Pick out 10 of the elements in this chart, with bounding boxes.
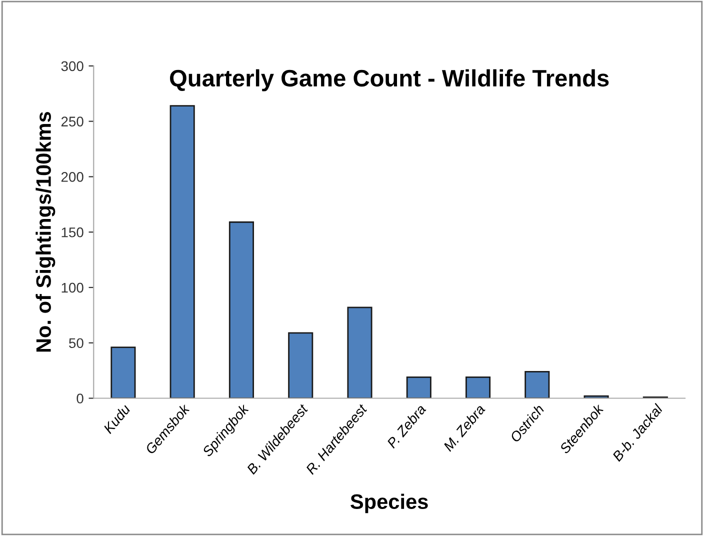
y-tick-label: 300 xyxy=(61,61,84,72)
y-tick-label: 100 xyxy=(62,282,84,293)
chart-title: Quarterly Game Count - Wildlife Trends xyxy=(170,69,609,92)
y-tick-label: 50 xyxy=(69,338,84,348)
y-tick-label: 0 xyxy=(76,394,84,404)
y-tick-label: 150 xyxy=(62,227,84,238)
y-axis-title: No. of Sightings/100kms xyxy=(36,112,56,352)
y-tick-label: 250 xyxy=(61,116,84,126)
y-tick-label: 200 xyxy=(61,172,84,182)
x-axis-title: Species xyxy=(350,494,428,514)
